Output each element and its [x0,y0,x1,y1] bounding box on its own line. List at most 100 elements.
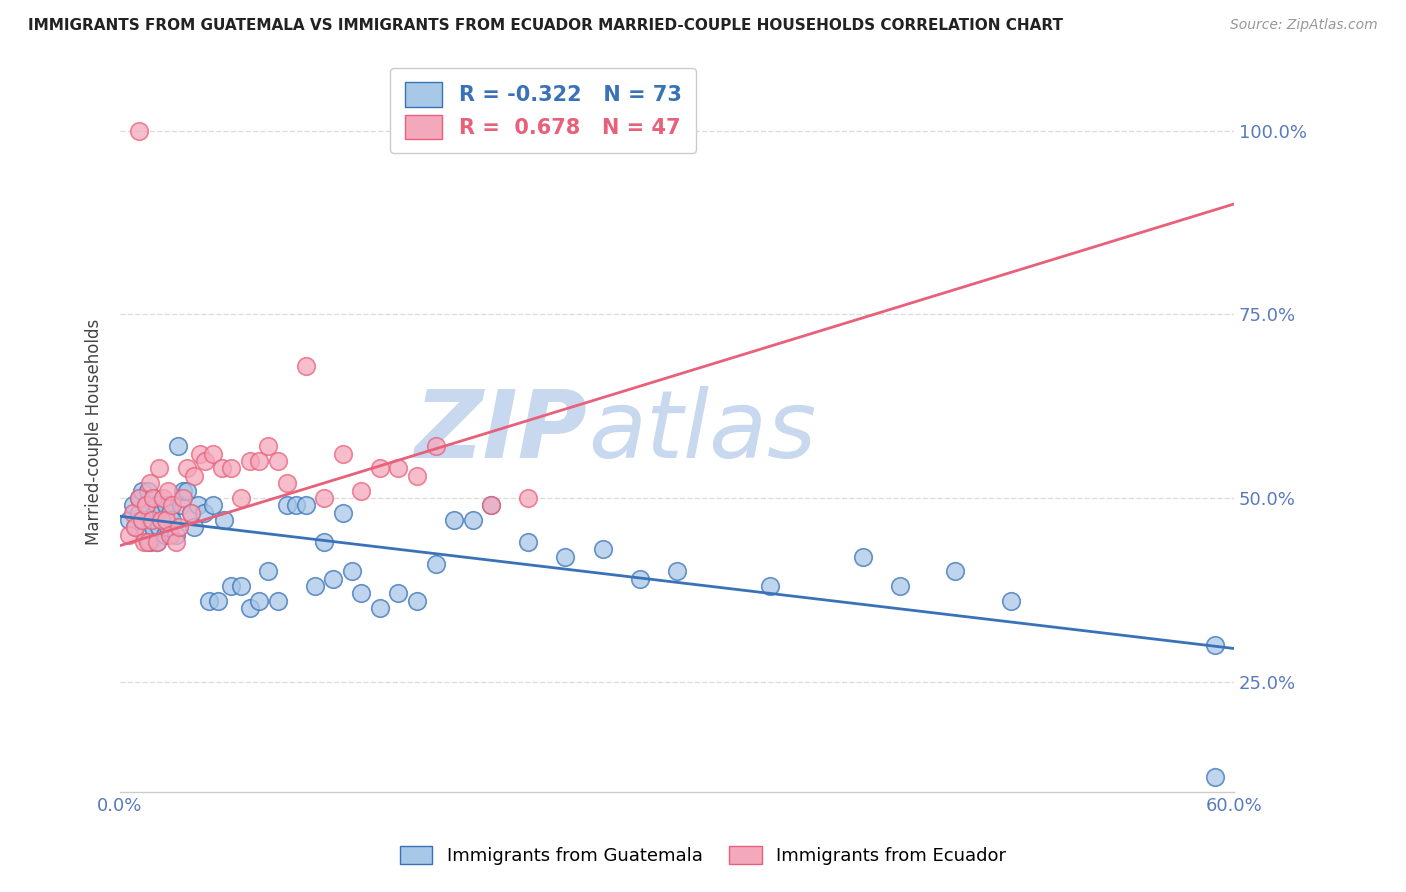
Point [406,468,429,483]
Point [350,483,373,498]
Point [198,593,221,607]
Point [350,586,373,600]
Point [132,535,155,549]
Point [294,498,316,512]
Point [160,513,183,527]
Point [172,491,194,505]
Point [155,513,177,527]
Point [166,440,188,454]
Point [153,527,176,541]
Point [314,491,336,505]
Point [193,506,215,520]
Point [322,572,344,586]
Point [118,513,141,527]
Point [138,535,160,549]
Point [128,123,150,137]
Point [1204,638,1226,652]
Point [340,565,363,579]
Point [229,579,252,593]
Point [257,440,280,454]
Point [148,520,170,534]
Point [479,498,502,512]
Point [149,513,172,527]
Point [152,491,174,505]
Text: IMMIGRANTS FROM GUATEMALA VS IMMIGRANTS FROM ECUADOR MARRIED-COUPLE HOUSEHOLDS C: IMMIGRANTS FROM GUATEMALA VS IMMIGRANTS … [28,18,1063,33]
Point [142,520,165,534]
Point [517,491,540,505]
Point [257,565,280,579]
Point [368,601,391,615]
Point [122,506,145,520]
Point [135,498,157,512]
Point [183,468,205,483]
Point [267,454,290,468]
Point [131,513,153,527]
Point [592,542,614,557]
Point [368,461,391,475]
Point [176,483,198,498]
Point [188,447,211,461]
Point [148,461,170,475]
Point [239,601,262,615]
Point [267,593,290,607]
Point [132,527,155,541]
Point [387,586,409,600]
Point [152,513,174,527]
Point [212,513,235,527]
Point [146,535,169,549]
Point [131,513,153,527]
Point [160,498,183,512]
Point [165,535,187,549]
Point [889,579,911,593]
Legend: R = -0.322   N = 73, R =  0.678   N = 47: R = -0.322 N = 73, R = 0.678 N = 47 [389,68,696,153]
Point [187,498,209,512]
Point [425,557,447,571]
Point [142,491,165,505]
Point [461,513,484,527]
Point [276,498,298,512]
Point [179,506,201,520]
Point [141,513,163,527]
Point [406,593,429,607]
Point [314,535,336,549]
Point [141,513,163,527]
Text: Source: ZipAtlas.com: Source: ZipAtlas.com [1230,18,1378,32]
Point [1000,593,1022,607]
Point [943,565,966,579]
Point [169,520,191,534]
Point [247,593,270,607]
Point [118,527,141,541]
Point [229,491,252,505]
Point [155,498,177,512]
Point [128,506,150,520]
Point [239,454,262,468]
Point [554,549,576,564]
Point [479,498,502,512]
Point [194,454,217,468]
Point [165,527,187,541]
Point [758,579,780,593]
Point [157,483,180,498]
Point [159,506,181,520]
Point [128,491,150,505]
Point [332,447,354,461]
Point [851,549,873,564]
Point [128,491,150,505]
Point [124,520,146,534]
Point [443,513,465,527]
Point [517,535,540,549]
Point [170,498,193,512]
Point [149,506,172,520]
Point [131,483,153,498]
Point [159,527,181,541]
Point [146,535,169,549]
Point [138,476,160,491]
Point [183,520,205,534]
Point [122,498,145,512]
Point [304,579,326,593]
Point [332,506,354,520]
Legend: Immigrants from Guatemala, Immigrants from Ecuador: Immigrants from Guatemala, Immigrants fr… [391,837,1015,874]
Point [211,461,233,475]
Point [221,579,243,593]
Point [176,461,198,475]
